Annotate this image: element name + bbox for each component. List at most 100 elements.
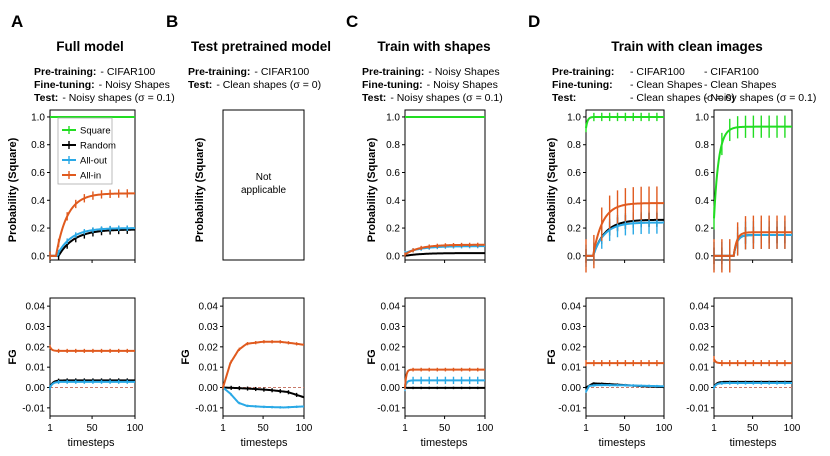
x-tick-label: 50: [619, 423, 631, 434]
y-tick-label: 0.01: [26, 363, 46, 374]
axes-frame: [50, 298, 135, 416]
y-tick-label: -0.01: [195, 403, 218, 414]
y-tick-label: 0.01: [562, 363, 582, 374]
series-line-square: [714, 127, 792, 219]
panel-letter-a: A: [11, 12, 23, 31]
y-tick-label: 0.03: [381, 322, 401, 333]
y-tick-label: 0.04: [26, 302, 46, 313]
axes-frame: [405, 110, 485, 260]
xlabel-c: timesteps: [420, 437, 468, 449]
legend-label-square: Square: [80, 126, 111, 137]
info-key: Test:: [34, 92, 58, 104]
y-tick-label: 0.02: [199, 342, 219, 353]
x-tick-label: 1: [402, 423, 408, 434]
y-tick-label: -0.01: [22, 403, 45, 414]
y-tick-label: 0.02: [690, 342, 710, 353]
ylabel-fg-d: FG: [546, 349, 558, 364]
series-line-all-in: [223, 342, 304, 388]
info-block-d: Pre-training: Fine-tuning: Test: - CIFAR…: [552, 66, 816, 104]
y-tick-label: 0.04: [562, 302, 582, 313]
y-tick-label: 0.0: [567, 251, 581, 262]
info-key: Test:: [188, 79, 212, 91]
ylabel-fg-a: FG: [7, 349, 19, 364]
y-tick-label: 0.00: [690, 383, 710, 394]
y-tick-label: 0.04: [199, 302, 219, 313]
panel-title-a: Full model: [56, 39, 124, 54]
y-tick-label: 0.6: [31, 168, 45, 179]
y-tick-label: 0.04: [690, 302, 710, 313]
axes-frame: [714, 298, 792, 416]
info-value: - Noisy Shapes: [99, 79, 170, 91]
panel-title-b: Test pretrained model: [191, 39, 331, 54]
svg-text:Test:- Noisy shapes (σ = 0.1): Test: - Noisy shapes (σ = 0.1): [34, 92, 175, 104]
ylabel-prob-d: Probability (Square): [546, 137, 558, 242]
y-tick-label: 0.2: [567, 224, 581, 235]
y-tick-label: 1.0: [31, 112, 45, 123]
y-tick-label: 0.2: [31, 224, 45, 235]
panel-letter-c: C: [346, 12, 358, 31]
not-applicable-line2: applicable: [241, 185, 286, 196]
y-tick-label: 0.6: [695, 168, 709, 179]
info-block-a: Pre-training: - CIFAR100 Fine-tuning: - No…: [34, 66, 175, 104]
legend-label-random: Random: [80, 141, 116, 152]
y-tick-label: 0.4: [695, 196, 709, 207]
ylabel-prob-b: Probability (Square): [194, 137, 206, 242]
x-tick-label: 50: [87, 423, 99, 434]
svg-text:Fine-tuning:- Noisy Shapes: Fine-tuning: - Noisy Shapes: [34, 79, 170, 91]
info-value: - CIFAR100: [100, 66, 155, 78]
info-value: - Noisy shapes (σ = 0.1): [390, 92, 502, 104]
x-tick-label: 1: [583, 423, 589, 434]
svg-text:Fine-tuning:- Noisy Shapes: Fine-tuning: - Noisy Shapes: [362, 79, 498, 91]
info-value: - Clean shapes (σ = 0): [216, 79, 321, 91]
y-tick-label: 0.03: [26, 322, 46, 333]
info-key: Test:: [552, 92, 576, 104]
plots: 0.00.20.40.60.81.00.00.20.40.60.81.00.00…: [22, 110, 801, 434]
panel-title-d: Train with clean images: [611, 39, 763, 54]
y-tick-label: 0.8: [567, 140, 581, 151]
y-tick-label: 0.02: [381, 342, 401, 353]
y-tick-label: 0.0: [31, 251, 45, 262]
x-tick-label: 50: [439, 423, 451, 434]
info-value: - CIFAR100: [704, 66, 759, 78]
info-key: Pre-training:: [362, 66, 424, 78]
xlabel-b: timesteps: [240, 437, 288, 449]
y-tick-label: 0.01: [199, 363, 219, 374]
y-tick-label: 0.6: [567, 168, 581, 179]
info-value: - Noisy Shapes: [427, 79, 498, 91]
svg-text:Test:- Clean shapes (σ = 0): Test: - Clean shapes (σ = 0): [188, 79, 321, 91]
info-key: Pre-training:: [34, 66, 96, 78]
y-tick-label: 0.04: [381, 302, 401, 313]
x-tick-label: 50: [747, 423, 759, 434]
chart-C-fg: -0.01 0.00 0.01 0.02 0.03 0.04 1 50 100: [377, 298, 494, 434]
axes-frame: [405, 298, 485, 416]
panel-title-c: Train with shapes: [377, 39, 490, 54]
svg-text:Pre-training:- CIFAR100: Pre-training: - CIFAR100: [188, 66, 309, 78]
chart-D1-fg: -0.010.000.010.020.030.041 50 100: [558, 298, 673, 434]
x-tick-label: 1: [220, 423, 226, 434]
y-tick-label: 0.02: [26, 342, 46, 353]
panel-letter-b: B: [166, 12, 178, 31]
y-tick-label: 0.03: [690, 322, 710, 333]
y-tick-label: 1.0: [567, 112, 581, 123]
y-tick-label: 0.01: [381, 363, 401, 374]
info-value: - Clean Shapes: [704, 79, 776, 91]
y-tick-label: 0.6: [386, 168, 400, 179]
y-tick-label: 0.0: [386, 251, 400, 262]
y-tick-label: 0.00: [381, 383, 401, 394]
x-tick-label: 100: [656, 423, 673, 434]
y-tick-label: 0.02: [562, 342, 582, 353]
y-tick-label: 0.2: [386, 224, 400, 235]
chart-A-fg: -0.010.000.010.020.030.041 50 100: [22, 298, 144, 434]
xlabel-d2: timesteps: [729, 437, 777, 449]
axes-frame: [586, 298, 664, 416]
y-tick-label: 0.00: [562, 383, 582, 394]
info-key: Pre-training:: [188, 66, 250, 78]
x-tick-label: 100: [296, 423, 313, 434]
y-tick-label: 0.4: [567, 196, 581, 207]
chart-D2-prob: 0.0 0.2 0.4 0.6 0.8 1.0: [695, 110, 792, 273]
xlabel-a: timesteps: [67, 437, 115, 449]
info-value: - Noisy shapes (σ = 0.1): [704, 92, 816, 104]
ylabel-fg-b: FG: [180, 349, 192, 364]
y-tick-label: 0.03: [199, 322, 219, 333]
info-block-b: Pre-training: - CIFAR100 Test: - Clean sha…: [188, 66, 321, 91]
